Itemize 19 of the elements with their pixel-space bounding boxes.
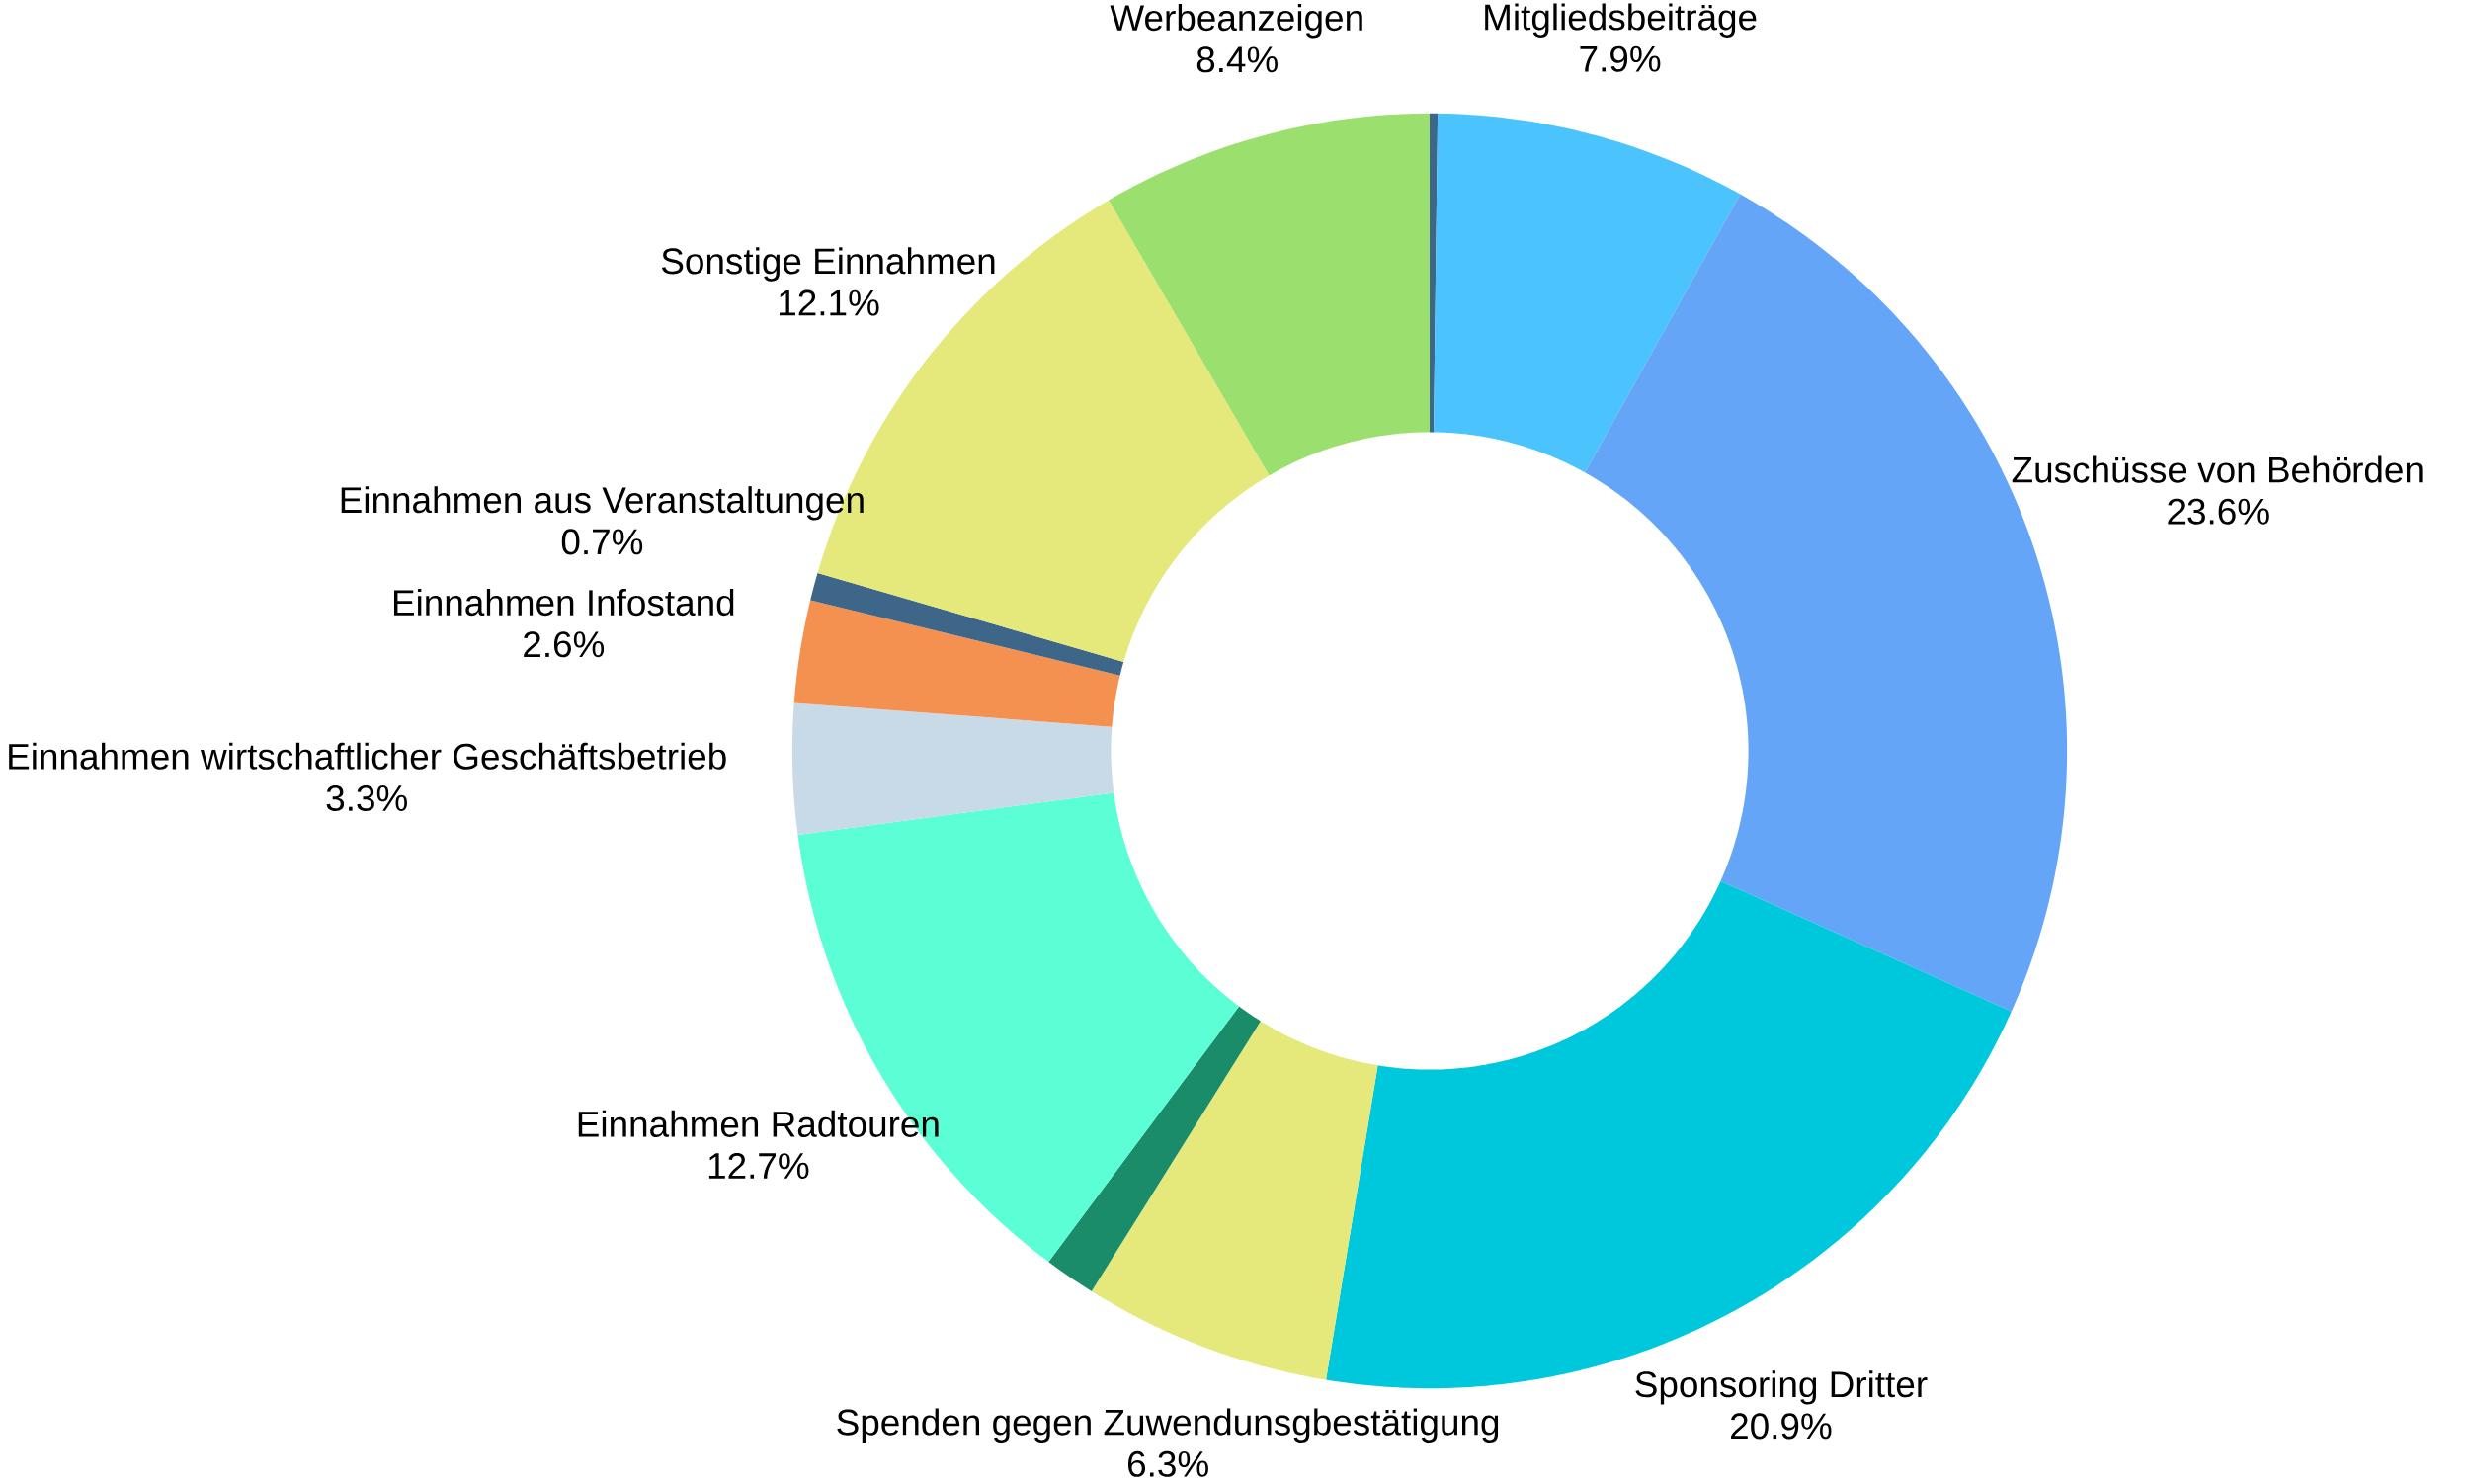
data-label: 0.7% bbox=[561, 529, 643, 555]
data-label: 7.9% bbox=[1580, 45, 1661, 72]
slice-label: Einnahmen wirtschaftlicher Geschäftsbetrieb bbox=[9, 742, 726, 770]
data-label: 8.4% bbox=[1196, 46, 1278, 73]
slice-label: Sonstige Einnahmen bbox=[661, 247, 995, 282]
slice-label: Sponsoring Dritter bbox=[1635, 1370, 1928, 1405]
slice-label: Zuschüsse von Behörden bbox=[2012, 455, 2423, 483]
data-label: 12.1% bbox=[780, 289, 879, 316]
data-label: 12.7% bbox=[708, 1153, 809, 1179]
data-label: 23.6% bbox=[2168, 498, 2269, 525]
data-label: 3.3% bbox=[326, 784, 407, 812]
slice-label: Einnahmen aus Veranstaltungen bbox=[341, 486, 864, 521]
slice-label: Mitgliedsbeiträge bbox=[1485, 3, 1757, 38]
slice-label: Werbeanzeigen bbox=[1110, 4, 1362, 39]
slice-label: Spenden gegen Zuwendunsgbestätigung bbox=[837, 1408, 1499, 1443]
data-label: 6.3% bbox=[1128, 1450, 1208, 1477]
data-label: 20.9% bbox=[1731, 1413, 1832, 1440]
slice-label: Einnahmen Infostand bbox=[394, 589, 734, 617]
data-label: 2.6% bbox=[524, 631, 605, 658]
